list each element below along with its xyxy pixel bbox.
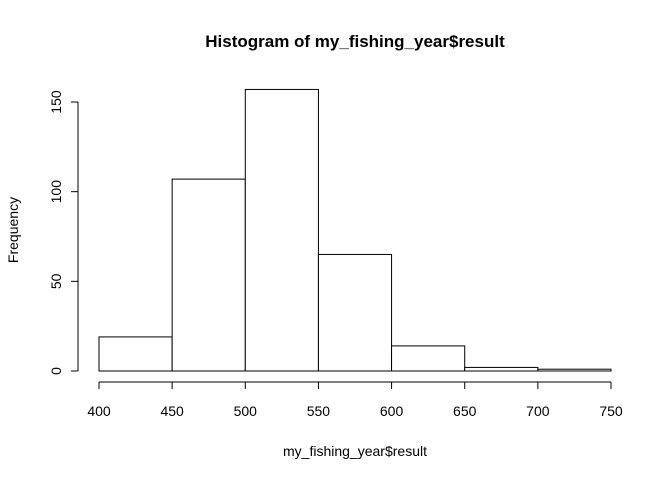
histogram-bar-4 xyxy=(317,253,393,372)
x-tick-label: 450 xyxy=(160,403,184,419)
histogram-bar-3 xyxy=(244,88,319,372)
histogram-bar-2 xyxy=(171,178,246,372)
y-tick-label: 100 xyxy=(48,180,64,204)
histogram-bar-6 xyxy=(464,366,539,372)
y-axis-label: Frequency xyxy=(5,197,21,263)
x-tick-label: 700 xyxy=(526,403,550,419)
chart-title: Histogram of my_fishing_year$result xyxy=(205,32,505,51)
y-tick-label: 50 xyxy=(48,273,64,289)
histogram-bar-5 xyxy=(391,345,466,372)
x-tick-label: 400 xyxy=(87,403,111,419)
x-tick-label: 750 xyxy=(599,403,623,419)
x-tick-label: 600 xyxy=(380,403,404,419)
y-tick-label: 150 xyxy=(48,90,64,114)
histogram-bar-7 xyxy=(537,368,612,372)
bars-group xyxy=(98,88,612,372)
y-axis: 0 50 100 150 xyxy=(48,90,79,375)
x-axis: 400 450 500 550 600 650 700 750 xyxy=(87,381,623,419)
x-tick-label: 550 xyxy=(307,403,331,419)
x-axis-label: my_fishing_year$result xyxy=(283,443,427,459)
histogram-bar-1 xyxy=(98,336,173,372)
x-tick-label: 650 xyxy=(453,403,477,419)
x-tick-label: 500 xyxy=(234,403,258,419)
y-tick-label: 0 xyxy=(48,367,64,375)
